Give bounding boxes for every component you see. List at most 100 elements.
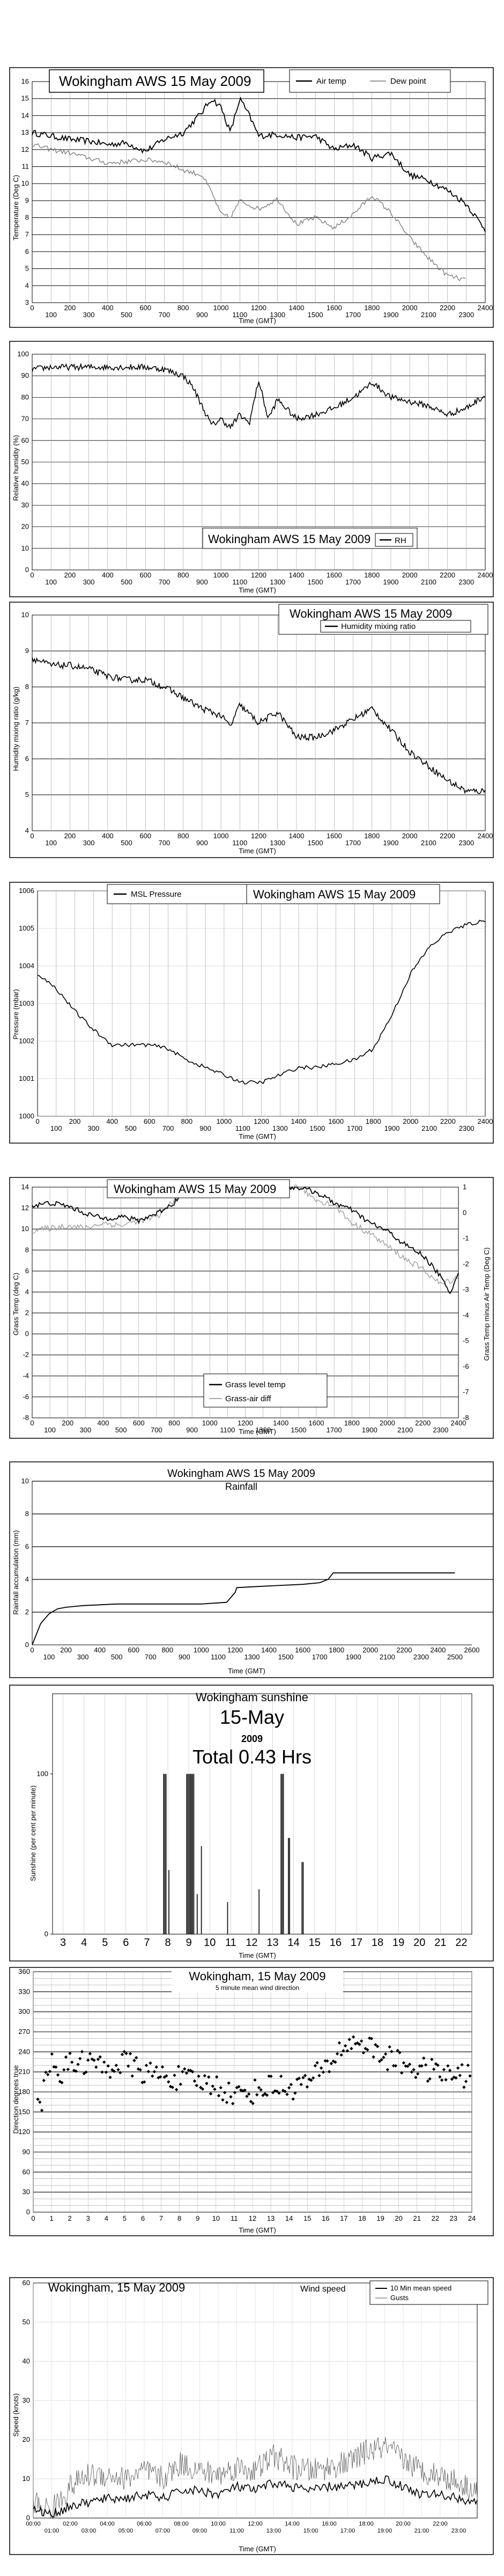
wind-direction-point bbox=[160, 2065, 165, 2069]
y-tick-label: 0 bbox=[25, 566, 29, 574]
x-tick-label: 2300 bbox=[459, 1124, 475, 1132]
x-tick-label: 05:00 bbox=[118, 2528, 134, 2534]
x-tick-label: 2600 bbox=[464, 1646, 480, 1654]
wind-direction-point bbox=[399, 2071, 404, 2075]
x-tick-label: 0 bbox=[30, 1419, 34, 1427]
wind-direction-point bbox=[112, 2069, 116, 2073]
x-tick-label: 1100 bbox=[232, 839, 247, 847]
x-tick-label: 22 bbox=[455, 1937, 467, 1949]
y-right-tick-label: -4 bbox=[463, 1311, 469, 1319]
x-tick-label: 21 bbox=[413, 2214, 421, 2222]
y-tick-label: 1004 bbox=[19, 962, 34, 970]
y-right-tick-label: -5 bbox=[463, 1337, 469, 1345]
x-tick-label: 500 bbox=[121, 311, 132, 319]
y-tick-label: 0 bbox=[26, 2208, 30, 2216]
x-tick-label: 1700 bbox=[347, 1124, 362, 1132]
wind-direction-point bbox=[44, 2070, 48, 2074]
y-tick-label: -4 bbox=[23, 1372, 29, 1380]
wind-direction-point bbox=[176, 2065, 181, 2068]
wind-direction-point bbox=[343, 2044, 347, 2048]
wind-direction-point bbox=[98, 2055, 102, 2059]
wind-direction-point bbox=[122, 2050, 126, 2054]
wind-direction-point bbox=[309, 2079, 313, 2082]
y-tick-label: 2 bbox=[25, 1608, 29, 1616]
x-tick-label: 14 bbox=[285, 2214, 293, 2222]
x-tick-label: 12 bbox=[249, 2214, 256, 2222]
x-tick-label: 1600 bbox=[327, 304, 342, 312]
x-tick-label: 1800 bbox=[366, 1117, 381, 1125]
y-tick-label: 30 bbox=[23, 2396, 30, 2404]
y-tick-label: 30 bbox=[21, 501, 29, 509]
wind-direction-point bbox=[84, 2070, 88, 2074]
x-tick-label: 2500 bbox=[447, 1653, 463, 1661]
x-tick-label: 1800 bbox=[364, 832, 380, 840]
wind-direction-point bbox=[396, 2048, 399, 2053]
x-axis-label: Time (GMT) bbox=[239, 1132, 276, 1140]
wind-direction-point bbox=[72, 2068, 76, 2073]
wind-direction-point bbox=[192, 2079, 197, 2083]
x-tick-label: 15 bbox=[303, 2214, 311, 2222]
wind-direction-point bbox=[48, 2069, 52, 2074]
y-tick-label: 5 bbox=[25, 791, 29, 799]
x-tick-label: 2200 bbox=[440, 304, 455, 312]
y-axis-right-label: Grass Temp minus Air Temp (Deg C) bbox=[483, 1247, 491, 1360]
x-tick-label: 23:00 bbox=[451, 2528, 466, 2534]
legend-air-temp: Air temp bbox=[316, 77, 346, 86]
x-tick-label: 2200 bbox=[415, 1419, 431, 1427]
wind-direction-point bbox=[468, 2074, 472, 2078]
x-tick-label: 2100 bbox=[380, 1653, 395, 1661]
x-tick-label: 400 bbox=[94, 1646, 106, 1654]
y-tick-label: 10 bbox=[21, 544, 29, 552]
wind-direction-point bbox=[249, 2099, 253, 2104]
y-tick-label: 50 bbox=[23, 2318, 30, 2326]
wind-direction-point bbox=[181, 2070, 184, 2074]
y-tick-label: 10 bbox=[21, 611, 29, 619]
wind-direction-point bbox=[319, 2066, 323, 2070]
wind-direction-point bbox=[297, 2076, 301, 2080]
wind-direction-point bbox=[265, 2093, 269, 2097]
wind-direction-point bbox=[221, 2098, 225, 2102]
wind-direction-point bbox=[444, 2078, 448, 2082]
x-tick-label: 1900 bbox=[383, 311, 398, 319]
x-tick-label: 300 bbox=[83, 839, 95, 847]
x-tick-label: 19 bbox=[392, 1937, 404, 1949]
x-tick-label: 20 bbox=[413, 1937, 425, 1949]
y-tick-label: 60 bbox=[21, 436, 29, 444]
x-tick-label: 0 bbox=[30, 1646, 34, 1654]
y-tick-label: 150 bbox=[18, 2107, 30, 2116]
wind-direction-point bbox=[301, 2076, 305, 2080]
x-tick-label: 800 bbox=[161, 1646, 173, 1654]
wind-direction-point bbox=[460, 2063, 464, 2067]
x-tick-label: 1900 bbox=[346, 1653, 361, 1661]
y-tick-label: 1001 bbox=[19, 1074, 34, 1082]
air-temp-chart: 3 4 5 6 7 8 9 10 11 12 13 14 15 16 0 200 400 600 800 1000 12… bbox=[9, 67, 494, 328]
wind-direction-point bbox=[42, 2079, 46, 2082]
x-tick-label: 700 bbox=[159, 839, 171, 847]
legend-grass-air-diff: Grass-air diff bbox=[225, 1394, 271, 1403]
y-tick-label: 270 bbox=[18, 2028, 30, 2036]
wind-direction-point bbox=[386, 2068, 390, 2072]
x-tick-label: 300 bbox=[88, 1124, 100, 1132]
wind-direction-point bbox=[416, 2072, 420, 2076]
x-tick-label: 1100 bbox=[211, 1653, 226, 1661]
wind-direction-point bbox=[452, 2075, 456, 2079]
x-tick-label: 300 bbox=[83, 311, 95, 319]
x-tick-label: 1000 bbox=[194, 1646, 209, 1654]
y-axis-label: Humidity mixing ratio (g/kg) bbox=[12, 686, 20, 771]
wind-direction-point bbox=[251, 2102, 255, 2105]
x-tick-label: 900 bbox=[196, 311, 208, 319]
x-tick-label: 07:00 bbox=[155, 2528, 171, 2534]
x-tick-label: 6 bbox=[141, 2214, 145, 2222]
y-tick-label: 1003 bbox=[19, 999, 34, 1007]
legend-mixing-ratio: Humidity mixing ratio bbox=[341, 622, 416, 631]
x-tick-label: 1100 bbox=[232, 578, 247, 586]
wind-direction-point bbox=[327, 2070, 331, 2074]
wind-direction-point bbox=[179, 2082, 182, 2086]
x-tick-label: 15:00 bbox=[303, 2528, 318, 2534]
y-axis-label: Grass Temp (deg C) bbox=[12, 1273, 20, 1336]
x-tick-label: 1200 bbox=[251, 304, 266, 312]
wind-direction-point bbox=[64, 2055, 68, 2059]
wind-direction-point bbox=[305, 2085, 309, 2089]
wind-direction-point bbox=[120, 2052, 124, 2057]
wind-direction-point bbox=[74, 2069, 78, 2073]
